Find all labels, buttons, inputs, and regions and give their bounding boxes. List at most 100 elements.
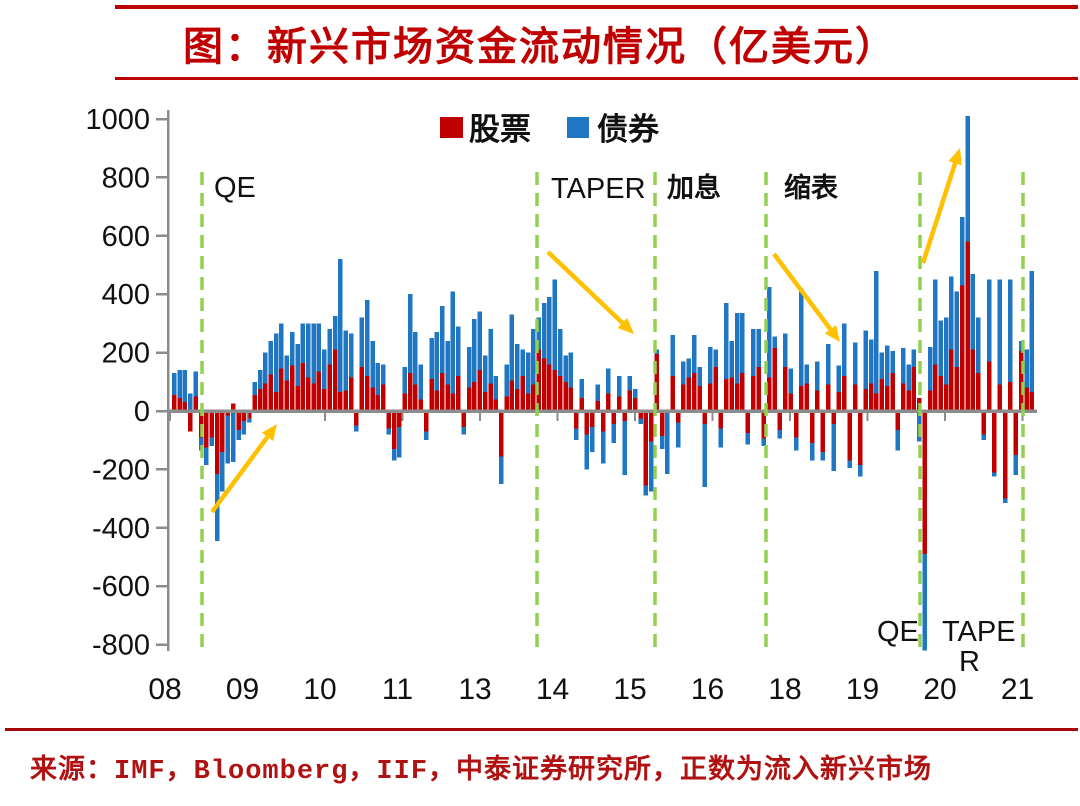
bar-bond-segment — [284, 355, 290, 381]
bar-bond-segment — [182, 370, 188, 403]
bar-bond-segment — [536, 317, 541, 350]
bar-equity-segment — [750, 375, 756, 411]
bar-bond-segment — [289, 332, 295, 366]
bar-equity-segment — [740, 373, 745, 411]
bar-equity-segment — [193, 396, 198, 411]
bar-bond-segment — [209, 437, 215, 447]
flows-chart: 1000 800 600 400 200 0 -200 -400 -600 -800 08 09 10 1… — [85, 104, 1037, 706]
bar-bond-segment — [632, 389, 638, 398]
event-label: QE — [214, 172, 256, 204]
bar-equity-segment — [938, 375, 944, 411]
y-axis-label: -800 — [92, 630, 150, 662]
bar-equity-segment — [992, 411, 997, 473]
bar-bond-segment — [198, 437, 204, 451]
bar-equity-segment — [182, 402, 188, 411]
bar-equity-segment — [268, 374, 273, 411]
bar-equity-segment — [702, 411, 708, 425]
bar-equity-segment — [413, 384, 418, 411]
bar-equity-segment — [997, 384, 1002, 411]
bar-bond-segment — [954, 291, 960, 368]
bar-equity-segment — [895, 411, 901, 430]
bar-bond-segment — [970, 273, 976, 350]
event-label: R — [959, 646, 980, 678]
bar-bond-segment — [348, 333, 354, 378]
bar-equity-segment — [177, 397, 182, 411]
bar-equity-segment — [643, 411, 649, 486]
bar-bond-segment — [750, 329, 756, 376]
bar-equity-segment — [842, 375, 847, 411]
bar-equity-segment — [381, 384, 386, 411]
bar-equity-segment — [724, 378, 729, 411]
bar-bond-segment — [772, 336, 777, 349]
bar-equity-segment — [230, 403, 236, 411]
bar-bond-segment — [520, 349, 525, 376]
annotation-arrow-head — [824, 325, 840, 342]
bar-bond-segment — [729, 340, 734, 378]
source-note: 来源：IMF，Bloomberg，IIF，中泰证券研究所，正数为流入新兴市场 — [30, 757, 933, 787]
bar-bond-segment — [943, 317, 949, 385]
bar-bond-segment — [220, 451, 225, 492]
x-axis-label: 09 — [226, 673, 259, 706]
bar-equity-segment — [943, 384, 949, 411]
bar-bond-segment — [842, 323, 847, 376]
bar-equity-segment — [708, 383, 713, 411]
bar-equity-segment — [247, 411, 252, 419]
bar-equity-segment — [482, 392, 488, 411]
bar-equity-segment — [874, 393, 879, 411]
bar-bond-segment — [327, 329, 332, 365]
bar-equity-segment — [986, 361, 992, 411]
event-label: 缩表 — [784, 172, 838, 203]
bar-bond-segment — [273, 333, 279, 393]
bar-equity-segment — [772, 348, 777, 411]
bar-bond-segment — [949, 276, 954, 350]
bar-bond-segment — [407, 294, 413, 374]
bar-bond-segment — [884, 345, 890, 387]
bar-equity-segment — [316, 371, 322, 411]
bar-bond-segment — [541, 302, 547, 359]
bar-equity-segment — [407, 373, 413, 411]
bar-bond-segment — [568, 352, 574, 388]
bar-bond-segment — [386, 428, 391, 435]
bar-equity-segment — [515, 389, 520, 411]
bar-equity-segment — [649, 411, 654, 442]
x-axis-label: 10 — [303, 673, 336, 706]
bar-bond-segment — [370, 340, 375, 388]
bar-equity-segment — [825, 384, 831, 411]
bar-equity-segment — [627, 390, 633, 411]
bar-bond-segment — [959, 216, 965, 286]
bar-equity-segment — [718, 411, 724, 429]
bar-equity-segment — [804, 383, 810, 411]
bar-equity-segment — [531, 384, 536, 411]
bar-bond-segment — [649, 441, 654, 492]
bar-equity-segment — [327, 364, 332, 411]
bar-bond-segment — [450, 291, 456, 394]
event-label: QE — [877, 616, 919, 648]
bar-bond-segment — [895, 429, 901, 451]
bar-bond-segment — [686, 358, 692, 378]
bar-equity-segment — [590, 411, 595, 428]
bar-equity-segment — [397, 411, 402, 428]
bar-equity-segment — [858, 411, 863, 466]
x-axis-label: 14 — [536, 673, 569, 706]
bar-equity-segment — [252, 394, 257, 411]
bar-bond-segment — [675, 422, 681, 448]
x-axis-label: 11 — [382, 673, 413, 706]
bar-equity-segment — [375, 394, 381, 411]
bar-bond-segment — [1002, 498, 1008, 503]
bar-equity-segment — [348, 377, 354, 411]
bar-bond-segment — [938, 320, 944, 376]
bar-bond-segment — [997, 279, 1002, 385]
bar-equity-segment — [204, 411, 209, 448]
bar-bond-segment — [440, 305, 445, 374]
bar-bond-segment — [1029, 270, 1035, 393]
legend: 股票 债券 — [440, 112, 660, 147]
bar-bond-segment — [429, 338, 434, 379]
bar-bond-segment — [809, 443, 815, 461]
bar-bond-segment — [724, 302, 729, 379]
bar-bond-segment — [836, 365, 842, 393]
bar-equity-segment — [922, 411, 927, 555]
bar-bond-segment — [332, 316, 338, 350]
bar-bond-segment — [402, 367, 407, 394]
bar-bond-segment — [552, 279, 558, 371]
bar-equity-segment — [906, 390, 911, 411]
